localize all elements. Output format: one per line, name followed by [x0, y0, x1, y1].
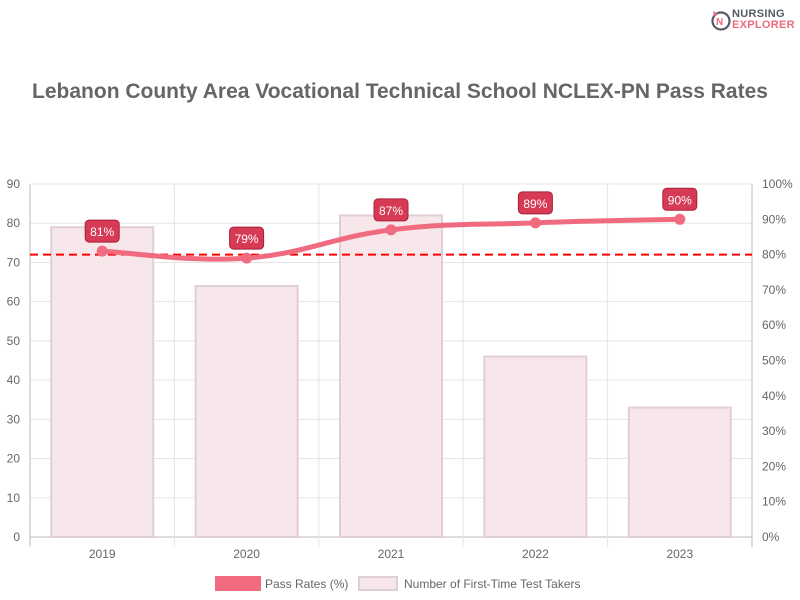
nursing-explorer-logo: N NURSING EXPLORER — [710, 9, 795, 31]
pass-rate-point — [674, 213, 686, 225]
bar-2020 — [194, 284, 299, 538]
right-tick-label: 10% — [762, 495, 786, 509]
bar-2021 — [339, 214, 443, 538]
x-tick-label: 2019 — [89, 547, 116, 561]
pass-rate-point — [241, 252, 253, 264]
data-label-box — [517, 191, 553, 215]
data-label-text: 79% — [235, 232, 259, 246]
data-label-2022: 89% — [517, 191, 553, 215]
bar-2022 — [483, 355, 588, 539]
pass-rate-point — [529, 217, 541, 229]
bar-2019 — [50, 226, 155, 538]
data-label-text: 90% — [668, 193, 692, 207]
right-tick-label: 0% — [762, 530, 780, 544]
right-tick-label: 50% — [762, 354, 786, 368]
data-label-text: 87% — [379, 204, 403, 218]
data-label-box — [373, 198, 409, 222]
pass-rate-point — [385, 224, 397, 236]
legend-swatch-test-takers — [358, 576, 398, 591]
legend-label-test-takers: Number of First-Time Test Takers — [404, 577, 580, 591]
right-tick-label: 20% — [762, 459, 786, 473]
logo-icon: N — [711, 11, 731, 31]
logo-line2: EXPLORER — [732, 19, 795, 31]
left-tick-label: 10 — [7, 491, 21, 505]
data-label-text: 81% — [90, 225, 114, 239]
left-tick-label: 70 — [7, 255, 21, 269]
left-tick-label: 30 — [7, 412, 21, 426]
right-tick-label: 60% — [762, 318, 786, 332]
x-tick-label: 2021 — [378, 547, 405, 561]
right-tick-label: 100% — [762, 177, 793, 191]
chart-title: Lebanon County Area Vocational Technical… — [32, 80, 768, 103]
data-label-2019: 81% — [84, 219, 120, 243]
right-tick-label: 70% — [762, 283, 786, 297]
data-label-box — [229, 226, 265, 250]
left-tick-label: 60 — [7, 295, 21, 309]
left-tick-label: 40 — [7, 373, 21, 387]
legend-swatch-pass-rates — [215, 576, 261, 591]
data-label-box — [662, 187, 698, 211]
right-tick-label: 80% — [762, 248, 786, 262]
left-tick-label: 50 — [7, 334, 21, 348]
svg-text:N: N — [716, 17, 723, 28]
bar-2023 — [627, 406, 732, 539]
left-tick-label: 80 — [7, 216, 21, 230]
data-label-text: 89% — [523, 197, 547, 211]
x-tick-label: 2020 — [233, 547, 260, 561]
right-tick-label: 90% — [762, 212, 786, 226]
data-label-2021: 87% — [373, 198, 409, 222]
legend-label-pass-rates: Pass Rates (%) — [265, 577, 348, 591]
right-tick-label: 30% — [762, 424, 786, 438]
data-label-box — [84, 219, 120, 243]
left-tick-label: 20 — [7, 452, 21, 466]
logo-line1: NURSING — [732, 8, 785, 20]
data-label-2023: 90% — [662, 187, 698, 211]
x-tick-label: 2022 — [522, 547, 549, 561]
x-tick-label: 2023 — [666, 547, 693, 561]
left-tick-label: 90 — [7, 177, 21, 191]
left-tick-label: 0 — [13, 530, 20, 544]
data-label-2020: 79% — [229, 226, 265, 250]
pass-rate-point — [96, 245, 108, 257]
right-tick-label: 40% — [762, 389, 786, 403]
